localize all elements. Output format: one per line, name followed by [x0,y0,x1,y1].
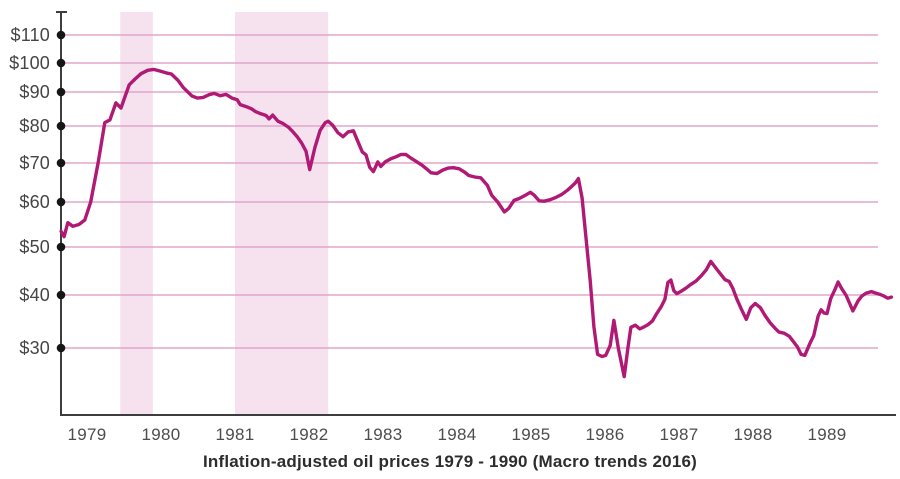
y-tick-dot-70 [56,158,66,168]
x-tick-label: 1981 [215,425,255,444]
y-tick-label: $60 [19,192,50,212]
y-tick-dot-50 [56,242,66,252]
axis-lines [56,11,896,416]
y-tick-label: $30 [19,338,50,358]
x-tick-label: 1983 [363,425,403,444]
x-tick-label: 1985 [511,425,551,444]
x-tick-label: 1986 [585,425,625,444]
y-tick-label: $90 [19,82,50,102]
recession-band-1981-82 [235,12,329,414]
recession-band-1980 [120,12,153,414]
x-tick-label: 1979 [67,425,107,444]
price-line [59,67,894,379]
x-tick-label: 1980 [141,425,181,444]
x-tick-label: 1988 [733,425,773,444]
chart-title: Inflation-adjusted oil prices 1979 - 199… [202,452,698,471]
x-tick-label: 1989 [807,425,847,444]
y-tick-label: $100 [9,53,50,73]
x-tick-label: 1982 [289,425,329,444]
y-tick-dot-30 [56,343,66,353]
y-tick-label: $110 [10,25,50,45]
y-tick-label: $70 [19,153,50,173]
x-tick-label: 1987 [659,425,699,444]
y-tick-dot-110 [56,30,66,40]
x-tick-label: 1984 [437,425,477,444]
y-tick-label: $40 [19,285,50,305]
y-tick-dot-80 [56,121,66,131]
y-tick-dot-60 [56,197,66,207]
y-tick-label: $50 [19,237,50,257]
y-tick-dot-100 [56,58,66,68]
y-tick-dot-40 [56,290,66,300]
y-tick-label: $80 [19,116,50,136]
y-tick-dot-90 [56,87,66,97]
